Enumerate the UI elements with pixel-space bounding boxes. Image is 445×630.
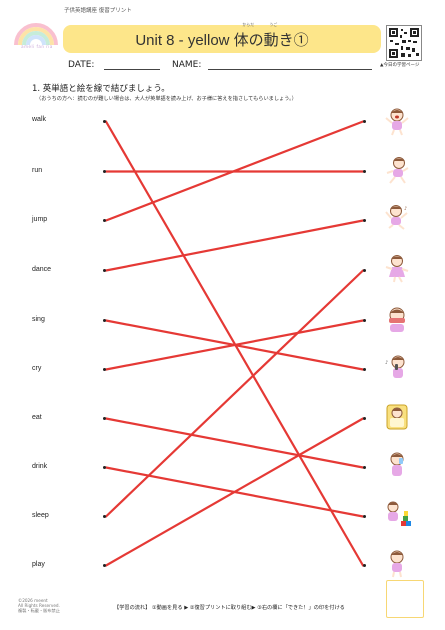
word-jump: jump — [32, 216, 48, 223]
running-child-icon — [386, 157, 409, 184]
singing-child-icon: ♪ — [385, 355, 405, 378]
match-line — [104, 120, 365, 567]
drinking-child-icon — [390, 452, 404, 476]
left-dot-dance[interactable] — [103, 269, 106, 272]
right-dot-4[interactable] — [363, 269, 366, 272]
page-title: からだ うご Unit 8 - yellow 体の動き① — [135, 22, 309, 50]
name-label: NAME: — [172, 60, 202, 70]
qr-caption: ▲今日の学習ページ — [380, 63, 420, 68]
qr-code-icon[interactable] — [386, 25, 422, 61]
right-dot-6[interactable] — [363, 368, 366, 371]
date-field[interactable] — [104, 69, 160, 70]
word-play: play — [32, 561, 45, 568]
right-dot-3[interactable] — [363, 219, 366, 222]
word-sing: sing — [32, 316, 45, 323]
left-dot-play[interactable] — [103, 564, 106, 567]
right-dot-7[interactable] — [363, 417, 366, 420]
page-title-text: Unit 8 - yellow 体の動き① — [135, 31, 309, 49]
header-subtitle: 子供英語講座 復習プリント — [64, 8, 132, 14]
stamp-box[interactable] — [386, 580, 424, 618]
copyright-line-1: ©2026 meent — [18, 598, 48, 603]
left-dot-drink[interactable] — [103, 466, 106, 469]
word-cry: cry — [32, 365, 42, 372]
learning-flow: 【学習の流れ】 ①動画を見る ▶ ②復習プリントに取り組む▶ ③右の欄に「できた… — [114, 605, 345, 611]
ruby-karada: からだ — [242, 21, 255, 27]
walking-child-icon — [390, 550, 404, 578]
word-eat: eat — [32, 414, 42, 421]
ruby-ugo: うご — [269, 21, 278, 27]
left-dot-eat[interactable] — [103, 417, 106, 420]
right-dot-9[interactable] — [363, 515, 366, 518]
left-dot-cry[interactable] — [103, 368, 106, 371]
right-dot-10[interactable] — [363, 564, 366, 567]
left-dot-jump[interactable] — [103, 219, 106, 222]
eating-child-icon — [389, 307, 405, 332]
dancing-child-icon — [385, 255, 409, 283]
date-label: DATE: — [68, 60, 95, 70]
left-dot-walk[interactable] — [103, 120, 106, 123]
logo — [14, 23, 58, 46]
match-line — [104, 417, 365, 567]
word-run: run — [32, 167, 43, 174]
question-title: 1. 英単語と絵を線で結びましょう。 — [32, 84, 170, 94]
match-line — [104, 417, 365, 469]
jumping-child-icon: ♪ — [385, 205, 408, 230]
word-dance: dance — [32, 266, 52, 273]
left-dot-sleep[interactable] — [103, 515, 106, 518]
right-dot-5[interactable] — [363, 319, 366, 322]
copyright-line-2: All Rights Reserved. — [18, 603, 60, 609]
match-line — [104, 319, 365, 371]
left-dot-sing[interactable] — [103, 319, 106, 322]
copyright-line-3: 複製・転載・販布禁止 — [18, 608, 60, 614]
copyright: ©2026 meent All Rights Reserved. 複製・転載・販… — [18, 598, 60, 614]
svg-text:♪: ♪ — [385, 360, 388, 366]
match-line — [104, 269, 365, 518]
svg-text:♪: ♪ — [404, 206, 407, 212]
right-dot-8[interactable] — [363, 466, 366, 469]
sleeping-child-icon — [386, 404, 408, 430]
question-note: （おうちの方へ：読むのが難しい場合は、大人が英単語を読み上げ、お子様に答えを指さ… — [36, 96, 297, 102]
title-bar: からだ うご Unit 8 - yellow 体の動き① — [63, 22, 381, 53]
name-field[interactable] — [208, 69, 372, 70]
word-drink: drink — [32, 463, 48, 470]
match-line — [104, 120, 365, 222]
right-dot-1[interactable] — [363, 120, 366, 123]
playing-blocks-child-icon — [387, 501, 411, 526]
match-line — [104, 219, 365, 272]
logo-text: ameli fan ria — [21, 44, 53, 49]
crying-child-icon — [385, 108, 409, 136]
left-dot-run[interactable] — [103, 170, 106, 173]
right-dot-2[interactable] — [363, 170, 366, 173]
word-walk: walk — [32, 116, 47, 123]
word-sleep: sleep — [32, 512, 49, 519]
